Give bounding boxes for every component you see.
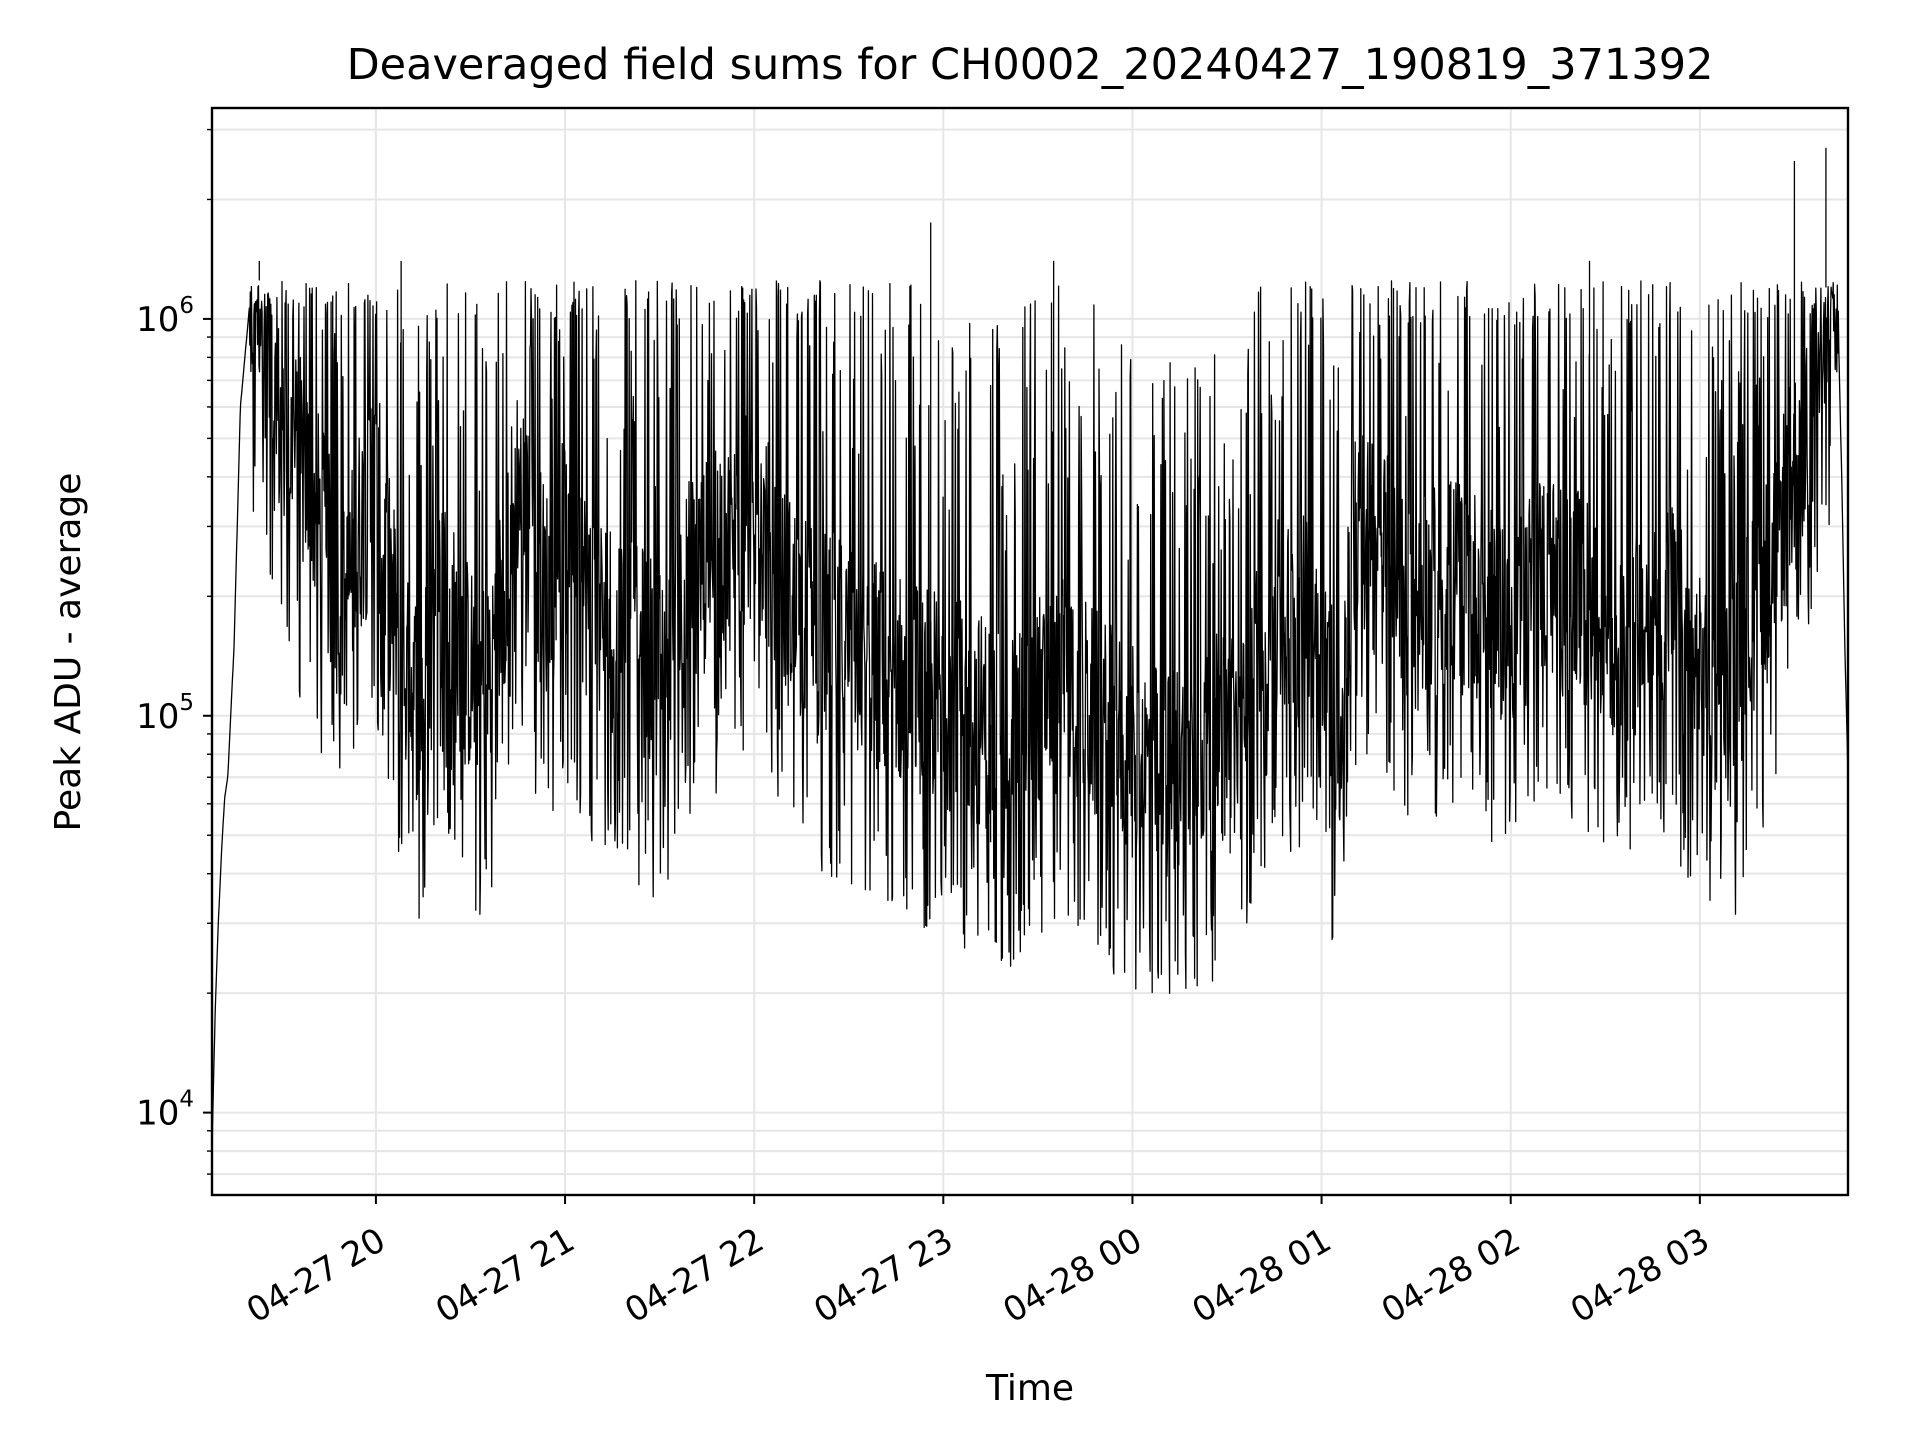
- y-axis-label: Peak ADU - average: [48, 473, 89, 832]
- y-tick-label: 106: [136, 293, 194, 340]
- chart-title: Deaveraged field sums for CH0002_2024042…: [347, 40, 1714, 90]
- y-axis-ticks: 104 105 106: [136, 128, 212, 1175]
- y-tick-label: 104: [136, 1087, 194, 1134]
- x-axis-label: Time: [985, 1368, 1074, 1409]
- series-line: [211, 280, 1849, 1152]
- line-layer: [211, 147, 1849, 1152]
- y-tick-label: 105: [136, 690, 194, 737]
- plot-frame: [210, 106, 1850, 1197]
